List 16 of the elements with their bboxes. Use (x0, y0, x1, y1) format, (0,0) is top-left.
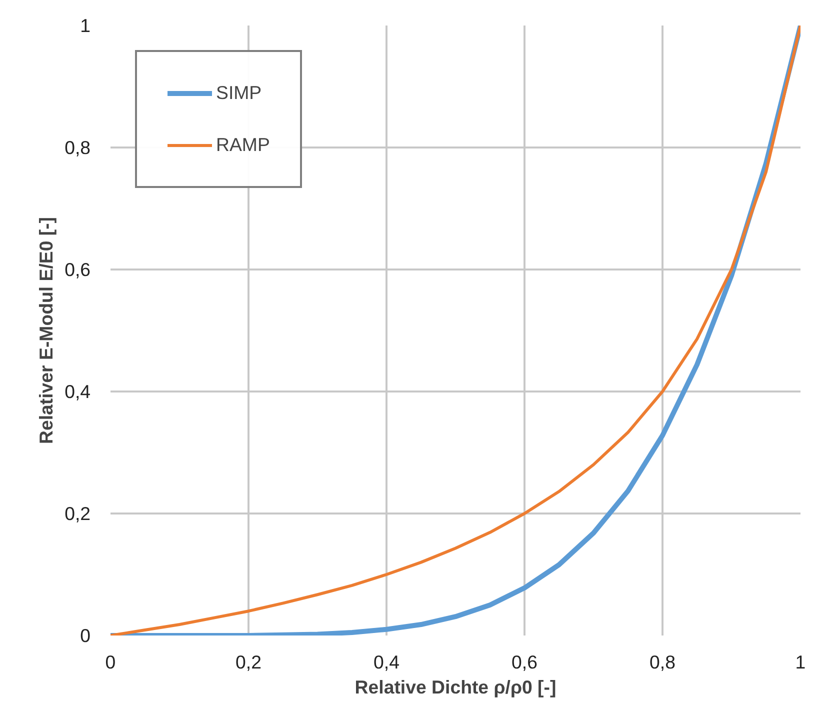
y-tick-label: 0,2 (64, 503, 91, 524)
x-tick-label: 0,6 (512, 652, 538, 672)
x-tick-label: 0,8 (650, 652, 676, 672)
x-tick-label: 0,4 (374, 652, 400, 672)
legend-label: SIMP (216, 82, 262, 104)
y-tick-label: 0 (80, 625, 91, 646)
y-tick-label: 0,6 (64, 259, 91, 280)
x-tick-label: 0 (105, 652, 116, 672)
x-tick-label: 1 (795, 652, 806, 672)
y-tick-label: 0,8 (64, 137, 91, 158)
x-tick-label: 0,2 (236, 652, 262, 672)
legend-label: RAMP (216, 134, 270, 156)
y-tick-label: 1 (80, 15, 91, 36)
y-axis-title: Relativer E-Modul E/E0 [-] (36, 216, 57, 444)
x-axis-title: Relative Dichte ρ/ρ0 [-] (354, 676, 556, 698)
y-tick-label: 0,4 (64, 381, 91, 402)
